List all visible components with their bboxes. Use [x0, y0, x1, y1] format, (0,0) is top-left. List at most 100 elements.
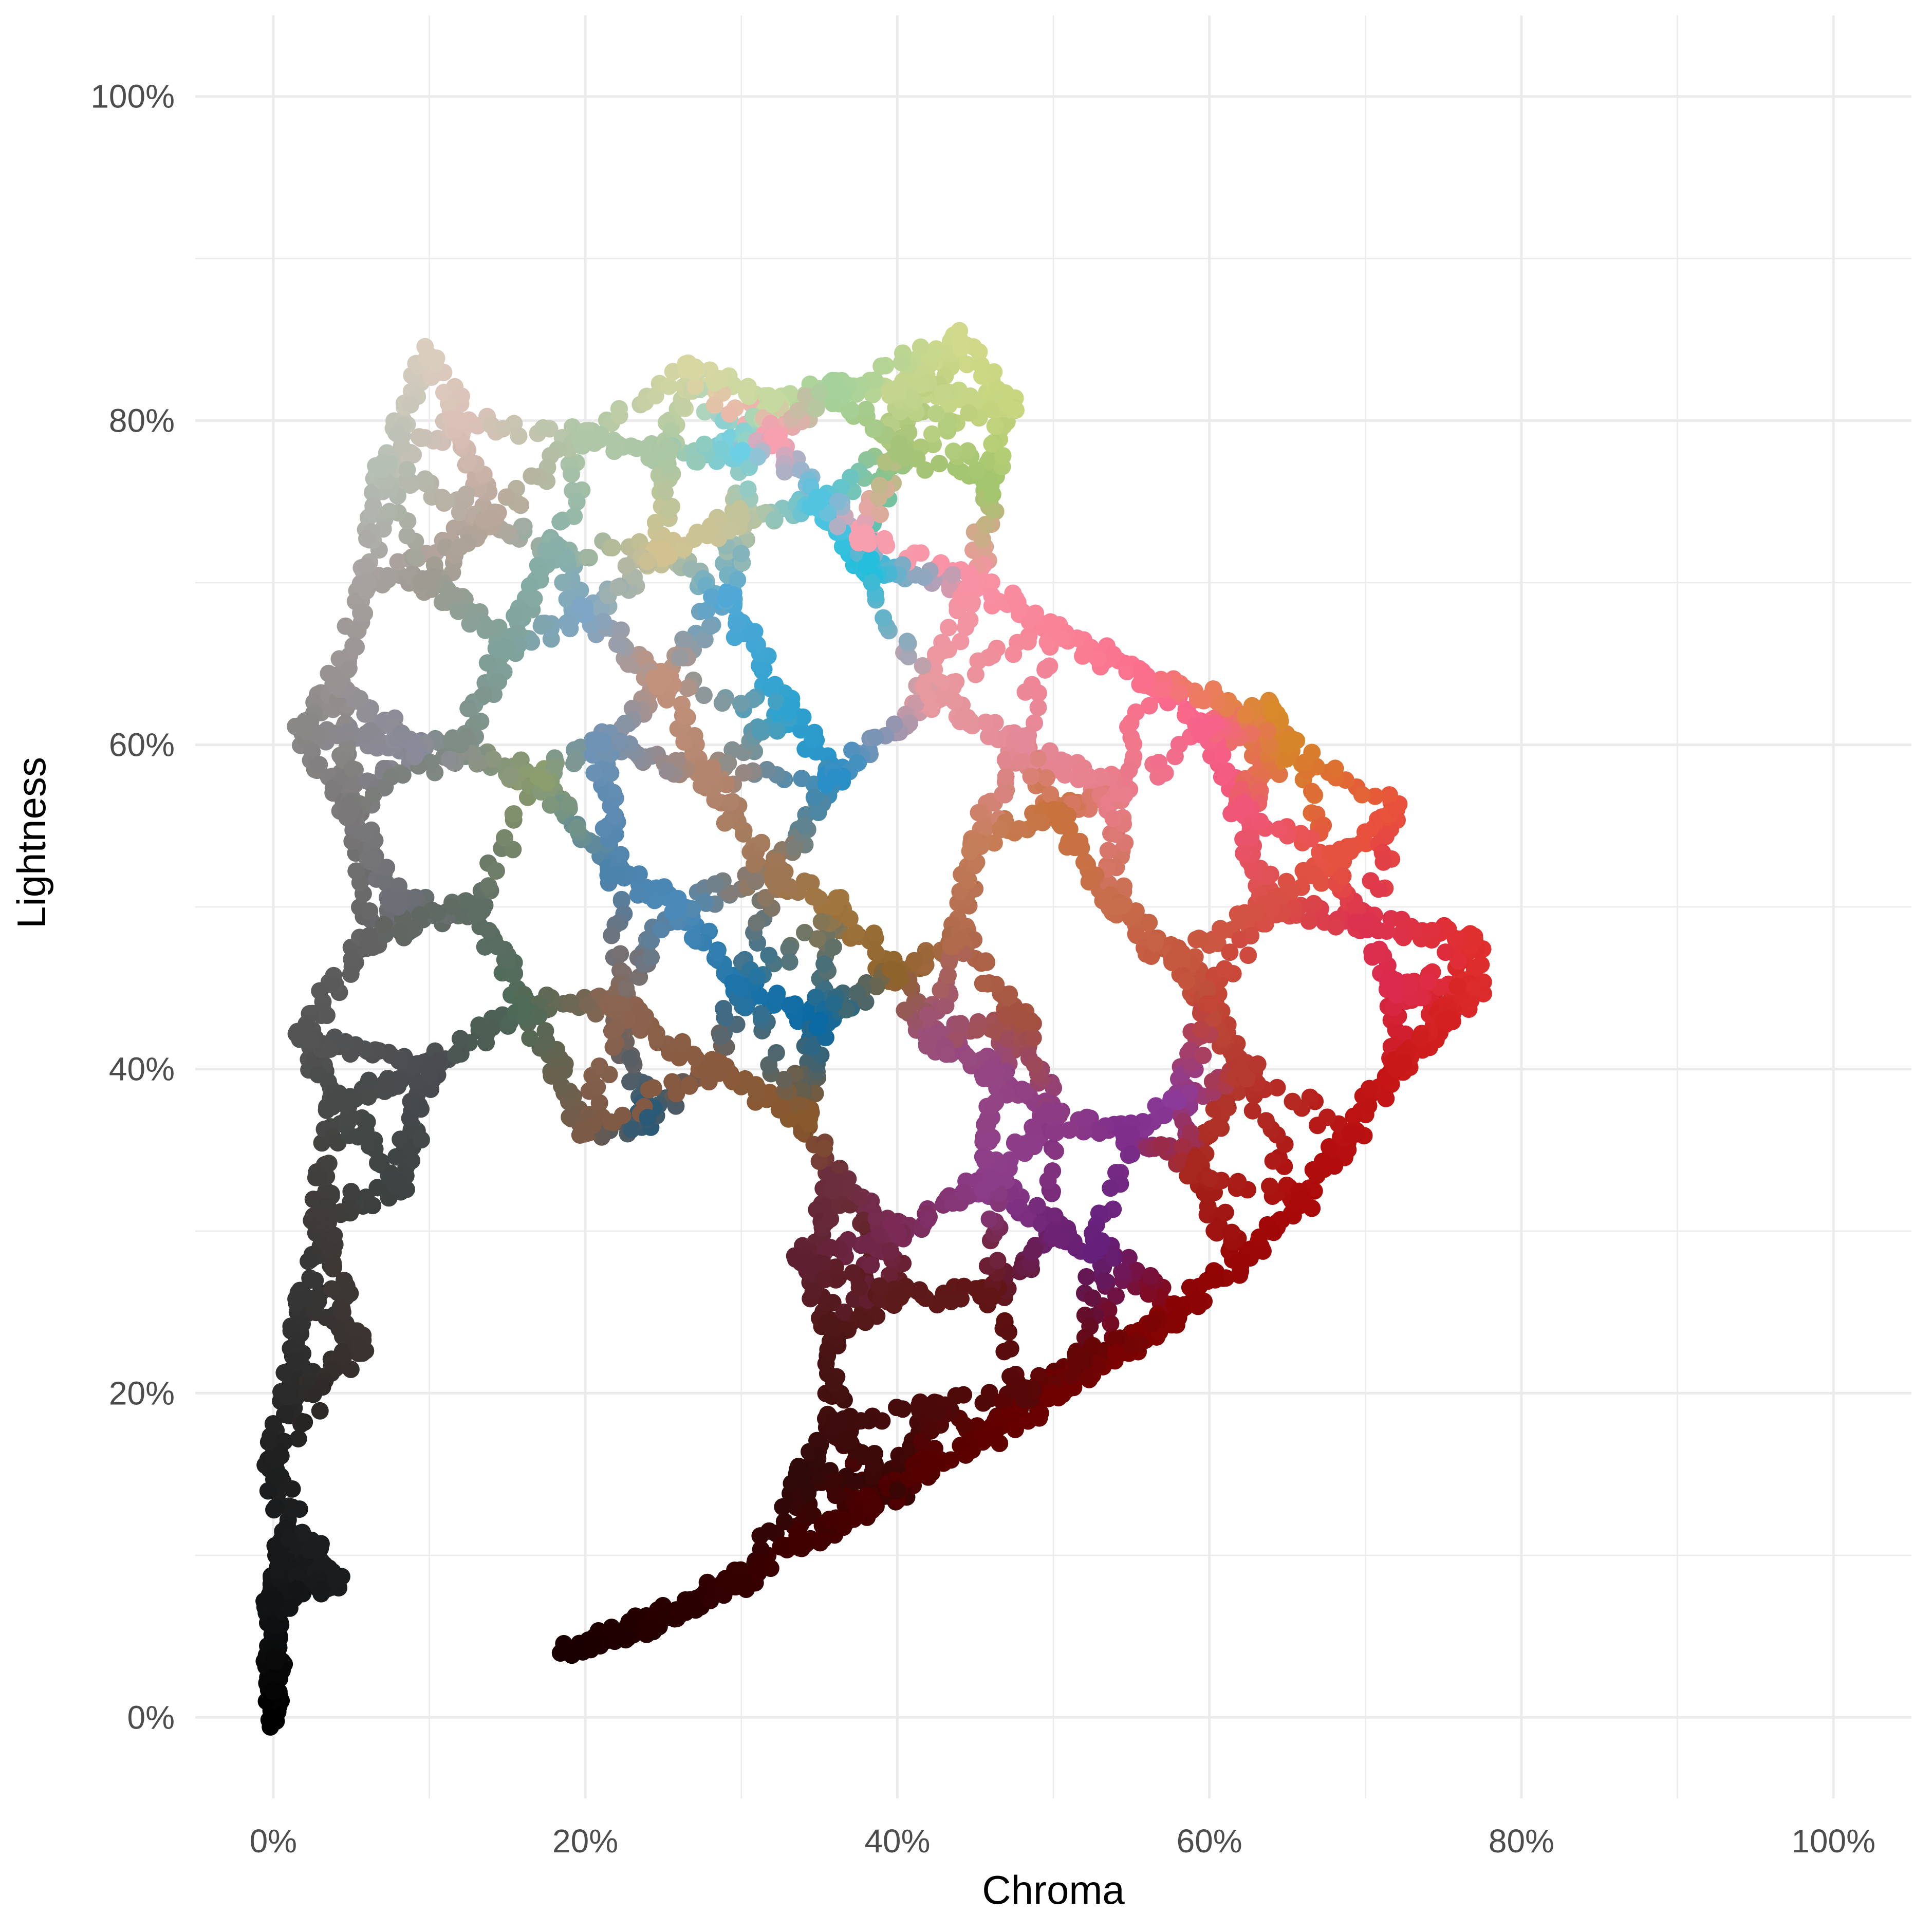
cloud-point: [323, 1280, 341, 1298]
cloud-point: [390, 877, 408, 895]
cloud-point: [1099, 842, 1117, 860]
cloud-point: [1369, 880, 1387, 898]
cloud-point: [603, 926, 621, 944]
cloud-point: [1026, 1055, 1044, 1073]
cloud-point: [914, 657, 932, 675]
cloud-point: [403, 1151, 421, 1169]
cloud-point: [751, 722, 769, 740]
cloud-point: [995, 1343, 1013, 1361]
cloud-point: [364, 1197, 382, 1215]
cloud-point: [302, 1251, 320, 1269]
cloud-point: [283, 1480, 301, 1498]
cloud-point: [579, 996, 597, 1014]
cloud-point: [401, 396, 419, 414]
cloud-point: [324, 779, 342, 797]
cloud-point: [937, 997, 955, 1015]
cloud-point: [1300, 912, 1318, 930]
cloud-point: [498, 524, 516, 542]
cloud-point: [695, 686, 713, 704]
cloud-point: [568, 819, 586, 837]
cloud-point: [1104, 810, 1122, 828]
cloud-point: [304, 1385, 322, 1403]
cloud-point: [342, 1183, 360, 1201]
cloud-point: [803, 728, 821, 746]
cloud-point: [721, 793, 739, 811]
cloud-point: [265, 1501, 283, 1519]
cloud-point: [682, 560, 700, 578]
cloud-point: [422, 368, 440, 386]
cloud-point: [275, 1433, 293, 1451]
cloud-point: [881, 1242, 899, 1260]
cloud-point: [1242, 927, 1259, 945]
cloud-point: [720, 405, 738, 423]
cloud-point: [859, 498, 877, 516]
cloud-point: [732, 545, 750, 563]
cloud-point: [960, 404, 978, 422]
cloud-point: [978, 1149, 996, 1167]
cloud-point: [558, 614, 576, 632]
cloud-point: [1044, 1162, 1062, 1180]
cloud-point: [795, 872, 813, 890]
cloud-point: [807, 989, 825, 1007]
cloud-point: [905, 952, 923, 970]
cloud-point: [312, 1580, 330, 1598]
cloud-point: [999, 1030, 1017, 1048]
cloud-point: [636, 1008, 654, 1026]
cloud-point: [523, 467, 541, 485]
cloud-point: [871, 505, 889, 523]
cloud-point: [959, 709, 977, 727]
cloud-point: [1014, 1135, 1032, 1153]
cloud-point: [977, 713, 995, 731]
cloud-point: [621, 1073, 639, 1091]
cloud-point: [361, 902, 379, 920]
cloud-point: [1095, 1272, 1113, 1290]
cloud-point: [561, 1108, 579, 1126]
cloud-point: [295, 1413, 313, 1431]
cloud-point: [893, 354, 911, 371]
cloud-point: [840, 1432, 858, 1450]
cloud-point: [808, 1432, 826, 1450]
cloud-point: [870, 476, 888, 494]
cloud-point: [660, 377, 678, 395]
cloud-point: [447, 1046, 465, 1064]
cloud-point: [1236, 706, 1254, 724]
cloud-point: [368, 1179, 386, 1197]
cloud-point: [945, 693, 963, 711]
cloud-point: [310, 756, 328, 774]
cloud-point: [912, 338, 930, 356]
cloud-point: [1078, 1108, 1096, 1126]
cloud-point: [997, 768, 1015, 786]
cloud-point: [983, 587, 1001, 605]
cloud-point: [497, 488, 515, 506]
cloud-point: [580, 549, 598, 567]
cloud-point: [817, 1355, 835, 1373]
cloud-point: [406, 888, 424, 906]
cloud-point: [711, 440, 729, 458]
cloud-point: [748, 968, 766, 986]
cloud-point: [610, 406, 628, 424]
cloud-point: [1178, 972, 1196, 990]
cloud-point: [364, 497, 382, 515]
cloud-point: [606, 438, 624, 456]
cloud-point: [739, 480, 757, 498]
cloud-point: [268, 1619, 286, 1637]
cloud-point: [437, 492, 455, 510]
cloud-point: [616, 714, 634, 732]
cloud-point: [857, 400, 875, 418]
cloud-point: [478, 619, 496, 637]
cloud-point: [663, 1073, 681, 1091]
cloud-point: [1046, 1142, 1064, 1160]
cloud-point: [627, 439, 645, 457]
cloud-point: [658, 762, 676, 780]
cloud-point: [688, 453, 706, 471]
cloud-point: [347, 862, 365, 880]
cloud-point: [732, 695, 750, 713]
cloud-point: [689, 524, 707, 542]
cloud-point: [876, 530, 894, 548]
cloud-point: [1125, 735, 1143, 753]
cloud-point: [621, 1050, 639, 1068]
cloud-point: [401, 1109, 419, 1127]
cloud-point: [1118, 662, 1136, 680]
cloud-point: [560, 796, 578, 814]
cloud-point: [411, 906, 429, 924]
